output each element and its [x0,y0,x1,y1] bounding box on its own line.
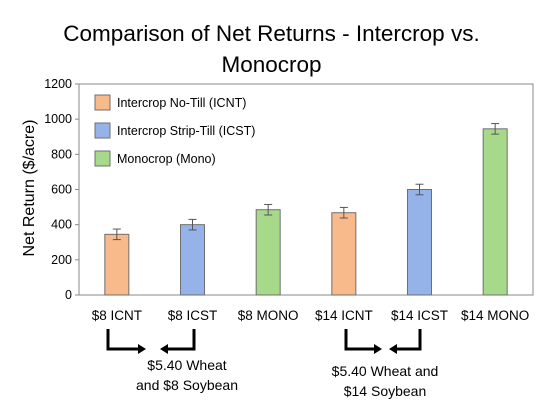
y-tick-label: 1000 [44,112,72,126]
arrow-line [344,329,374,351]
bar [407,189,432,296]
y-axis-title: Net Return ($/acre) [21,120,38,257]
legend-label: Monocrop (Mono) [117,152,216,166]
bar [180,224,205,296]
annotation-8-soybean-line-1: $5.40 Wheat [147,357,227,373]
y-tick-label: 600 [51,183,72,197]
x-category-label: $14 MONO [461,308,529,323]
bar [255,209,281,296]
legend-swatch [94,94,111,111]
plot-frame [78,83,534,296]
y-tick-label: 800 [51,147,72,161]
x-category-label: $8 ICST [168,308,218,323]
arrow-head [138,344,146,354]
x-category-label: $8 ICNT [92,308,142,323]
arrow-head [160,344,168,354]
annotation-14-soybean-line-2: $14 Soybean [343,383,427,399]
legend-label: Intercrop Strip-Till (ICST) [117,124,255,138]
annotation-14-soybean-line-1: $5.40 Wheat and [331,363,439,379]
annotation-14-soybean: $5.40 Wheat and $14 Soybean [305,361,465,401]
arrow-line [106,329,138,351]
chart-title-line-2: Monocrop [221,52,322,77]
arrow-line [397,329,422,351]
chart-title: Comparison of Net Returns - Intercrop vs… [0,18,543,80]
arrow-line [168,329,196,351]
x-category-label: $8 MONO [238,308,299,323]
annotation-8-soybean-line-2: and $8 Soybean [136,377,238,393]
bar [482,128,508,296]
legend-label: Intercrop No-Till (ICNT) [117,96,246,110]
bar [331,212,357,296]
y-tick-label: 0 [65,288,72,302]
bar [104,233,130,296]
legend-swatch [94,122,111,139]
annotation-8-soybean: $5.40 Wheat and $8 Soybean [112,355,262,395]
plot-area: 0 200 400 600 800 1000 1200 $8 ICNT $8 ICST $8 MO… [44,77,534,354]
x-category-label: $14 ICNT [315,308,373,323]
y-tick-label: 1200 [44,77,72,91]
legend-swatch [94,150,111,167]
y-tick-label: 400 [51,218,72,232]
y-tick-label: 200 [51,253,72,267]
arrow-head [389,344,397,354]
x-category-label: $14 ICST [391,308,448,323]
arrow-head [374,344,382,354]
chart-title-line-1: Comparison of Net Returns - Intercrop vs… [63,21,480,46]
